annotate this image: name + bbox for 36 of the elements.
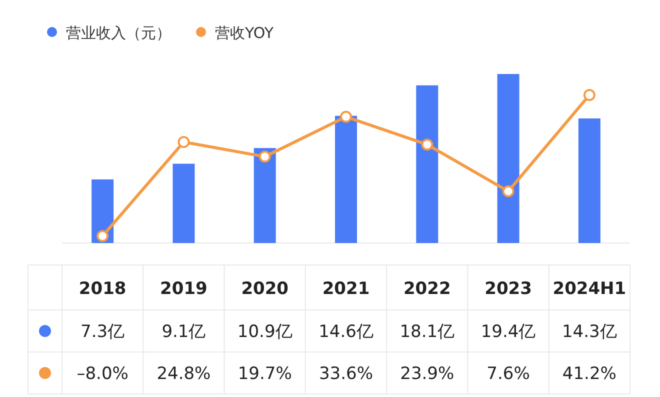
point xyxy=(583,89,596,101)
data-label: 10.9亿 xyxy=(237,322,292,342)
bar xyxy=(497,74,520,243)
bar xyxy=(172,164,195,243)
bar xyxy=(578,118,600,243)
x-tick-label: 2022 xyxy=(403,279,451,299)
x-tick-label: 2021 xyxy=(322,279,370,299)
bar xyxy=(254,148,276,243)
point xyxy=(96,230,109,242)
legend-label: 营业收入（元） xyxy=(66,24,171,42)
data-label: 9.1亿 xyxy=(162,322,206,342)
data-label: 33.6% xyxy=(318,364,374,384)
legend-label: 营收YOY xyxy=(215,24,274,42)
data-label: 24.8% xyxy=(156,364,211,384)
data-label: –8.0% xyxy=(76,364,128,384)
bar xyxy=(416,85,438,243)
point xyxy=(178,136,190,148)
x-tick-label: 2018 xyxy=(78,279,126,299)
x-tick-label: 2020 xyxy=(241,279,289,299)
x-tick-label: 2019 xyxy=(160,279,208,299)
point xyxy=(502,185,514,198)
data-label: 7.6% xyxy=(486,364,530,384)
data-label: 19.4亿 xyxy=(480,322,536,342)
data-label: 19.7% xyxy=(238,364,292,384)
data-label: 18.1亿 xyxy=(400,322,455,342)
bar xyxy=(335,116,357,243)
point xyxy=(421,138,434,151)
data-label: 23.9% xyxy=(400,364,454,384)
point xyxy=(340,110,352,123)
x-tick-label: 2024H1 xyxy=(552,279,626,299)
data-label: 14.3亿 xyxy=(562,322,617,342)
data-label: 14.6亿 xyxy=(318,322,374,342)
data-label: 7.3亿 xyxy=(80,322,125,342)
point xyxy=(258,150,271,163)
data-label: 41.2% xyxy=(562,364,616,384)
x-tick-label: 2023 xyxy=(484,279,532,299)
